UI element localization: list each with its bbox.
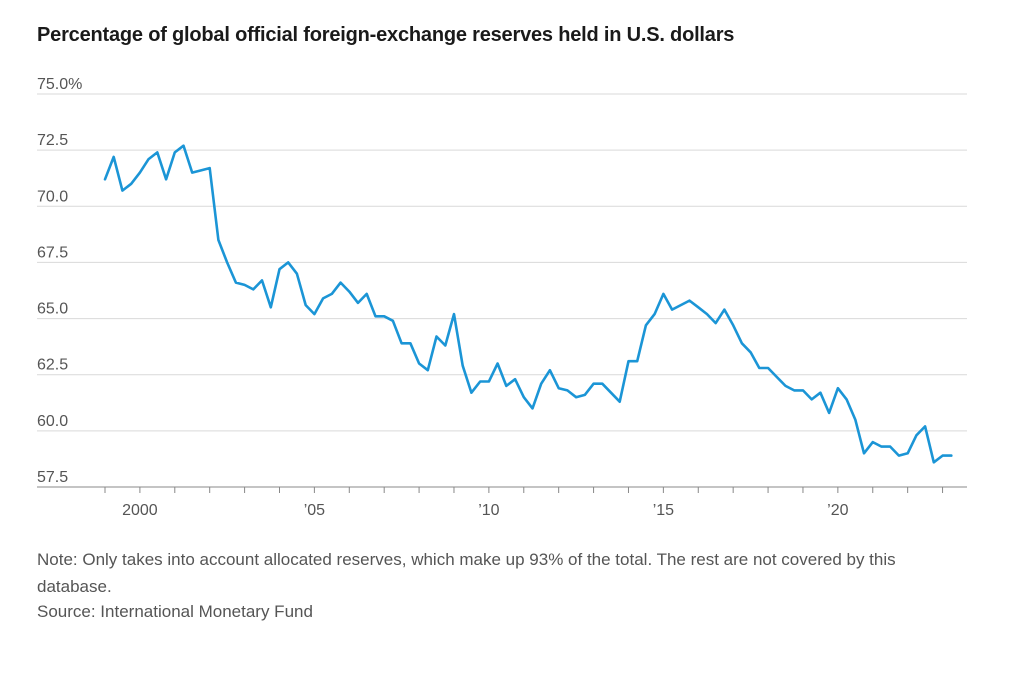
y-tick-label: 60.0 <box>37 413 68 430</box>
chart-title: Percentage of global official foreign-ex… <box>37 24 735 46</box>
x-axis-ticks <box>104 487 944 493</box>
x-tick-label: 2000 <box>122 502 158 519</box>
series-line <box>103 144 953 464</box>
y-tick-label: 57.5 <box>37 469 68 486</box>
x-tick-label: ’05 <box>304 502 325 519</box>
gridlines <box>37 93 967 488</box>
x-tick-label: ’15 <box>653 502 674 519</box>
chart-note: Note: Only takes into account allocated … <box>37 550 896 596</box>
line-chart: 75.0% 72.5 70.0 67.5 65.0 62.5 60.0 57.5 2000 ’0… <box>37 76 967 519</box>
x-tick-label: ’10 <box>478 502 499 519</box>
y-tick-label: 75.0% <box>37 76 82 93</box>
series-layer <box>103 144 953 464</box>
chart-source: Source: International Monetary Fund <box>37 602 313 621</box>
y-tick-label: 65.0 <box>37 301 68 318</box>
y-tick-label: 70.0 <box>37 188 68 205</box>
y-axis-labels: 75.0% 72.5 70.0 67.5 65.0 62.5 60.0 57.5 <box>37 76 82 486</box>
x-axis-labels: 2000 ’05 ’10 ’15 ’20 <box>122 502 849 519</box>
y-tick-label: 67.5 <box>37 244 68 261</box>
x-tick-label: ’20 <box>827 502 848 519</box>
y-tick-label: 62.5 <box>37 357 68 374</box>
y-tick-label: 72.5 <box>37 132 68 149</box>
